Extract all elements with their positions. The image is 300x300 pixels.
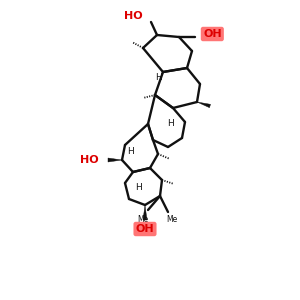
Polygon shape bbox=[197, 102, 211, 108]
Polygon shape bbox=[143, 205, 147, 220]
Text: HO: HO bbox=[124, 11, 143, 21]
Text: OH: OH bbox=[136, 224, 154, 234]
Text: H: H bbox=[135, 182, 141, 191]
Text: H: H bbox=[127, 148, 134, 157]
Text: H: H bbox=[167, 119, 173, 128]
Text: H: H bbox=[154, 73, 161, 82]
Text: HO: HO bbox=[80, 155, 99, 165]
Text: Me: Me bbox=[167, 215, 178, 224]
Text: OH: OH bbox=[203, 29, 222, 39]
Polygon shape bbox=[108, 158, 122, 162]
Text: Me: Me bbox=[137, 215, 148, 224]
